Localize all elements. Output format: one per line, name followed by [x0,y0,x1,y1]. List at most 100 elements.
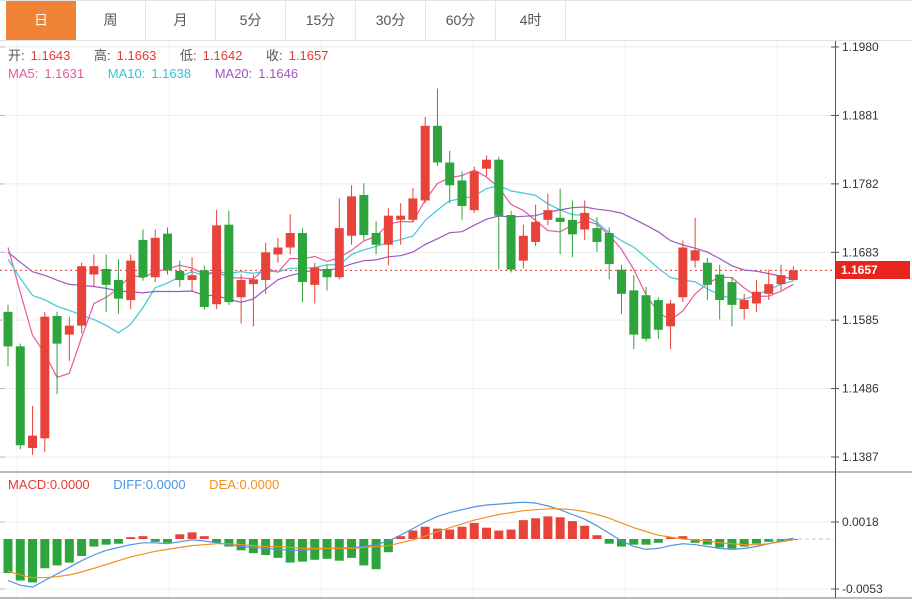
macd-bar [653,539,663,543]
macd-bar [371,539,381,570]
macd-bar [555,517,565,539]
diff-value: 0.0000 [145,477,186,492]
candle [150,237,160,278]
axis-tick-label: 0.0018 [842,515,879,529]
axis-tick-label: 1.1980 [842,40,879,54]
tab-30min[interactable]: 30分 [356,1,426,40]
ma-legend: MA5: 1.1631 MA10: 1.1638 MA20: 1.1646 [8,66,304,81]
candle [666,303,676,327]
tab-day[interactable]: 日 [6,1,76,40]
macd-bar [64,539,74,563]
candle [469,171,479,211]
candle [113,280,123,299]
macd-bar [617,539,626,547]
candle [101,268,111,285]
macd-bar [506,529,516,539]
tab-week[interactable]: 周 [76,1,146,40]
low-value: 1.1642 [202,48,243,63]
macd-bar [396,536,406,539]
macd-bar [629,539,639,545]
close-label: 收: [266,48,283,63]
tab-4hour[interactable]: 4时 [496,1,566,40]
period-tabbar: 日 周 月 5分 15分 30分 60分 4时 [0,0,912,41]
candle [89,266,99,275]
macd-bar [592,535,602,539]
candle [15,346,25,446]
ma10-label: MA10: [107,66,146,81]
tab-month[interactable]: 月 [146,1,216,40]
macd-bar [3,539,13,573]
macd-bar [101,539,111,545]
candle [297,232,307,283]
candle [764,284,774,294]
axis-tick-label: 1.1782 [842,177,879,191]
ma5-label: MA5: [8,66,39,81]
candle [40,316,50,439]
candle [580,212,590,230]
macd-bar [212,539,222,543]
macd-bar [445,529,455,539]
open-label: 开: [8,48,25,63]
dea-label: DEA: [209,477,240,492]
candle [776,275,786,285]
macd-bar [567,521,577,539]
candle [310,267,320,285]
macd-bar [666,537,676,539]
candle [126,260,136,301]
current-price-flag: 1.1657 [836,261,910,279]
macd-bar [420,526,430,539]
macd-bar [77,539,87,556]
candle [64,325,74,335]
candle [347,196,357,236]
candle [604,232,614,265]
ma5-line [7,169,794,379]
ma10-value: 1.1638 [151,66,192,81]
candle [506,215,516,270]
macd-bar [469,522,479,539]
macd-bar [163,539,173,543]
candle [432,125,442,163]
low-label: 低: [180,48,197,63]
macd-bar [543,516,553,539]
candle [236,280,246,298]
macd-bar [126,537,136,539]
macd-bar [224,539,234,547]
candle [224,224,234,303]
macd-bar [457,526,467,539]
tab-15min[interactable]: 15分 [286,1,356,40]
candle [52,315,62,344]
candle [77,266,87,326]
candle [420,125,430,201]
macd-bar [482,527,492,539]
macd-bar [432,528,442,539]
candle [445,162,455,186]
ma20-line [7,206,794,303]
macd-bar [28,539,38,583]
candle [3,311,13,347]
macd-bar [359,539,369,566]
candle [653,300,663,330]
macd-bar [40,539,50,569]
macd-bar [89,539,99,547]
macd-bar [150,539,160,542]
dea-line [7,508,794,579]
tab-5min[interactable]: 5分 [216,1,286,40]
candle [285,232,295,248]
candle [359,194,369,236]
candle [187,275,197,281]
candle [727,282,737,305]
macd-bar [739,539,749,547]
axis-tick-label: 1.1585 [842,313,879,327]
macd-legend: MACD:0.0000 DIFF:0.0000 DEA:0.0000 [8,477,285,492]
macd-bar [199,536,209,539]
candle [555,217,565,222]
macd-value: 0.0000 [49,477,90,492]
axis-tick-label: 1.1387 [842,450,879,464]
tab-60min[interactable]: 60分 [426,1,496,40]
candle [518,235,528,261]
ma20-value: 1.1646 [258,66,299,81]
high-value: 1.1663 [116,48,157,63]
macd-bar [641,539,651,545]
